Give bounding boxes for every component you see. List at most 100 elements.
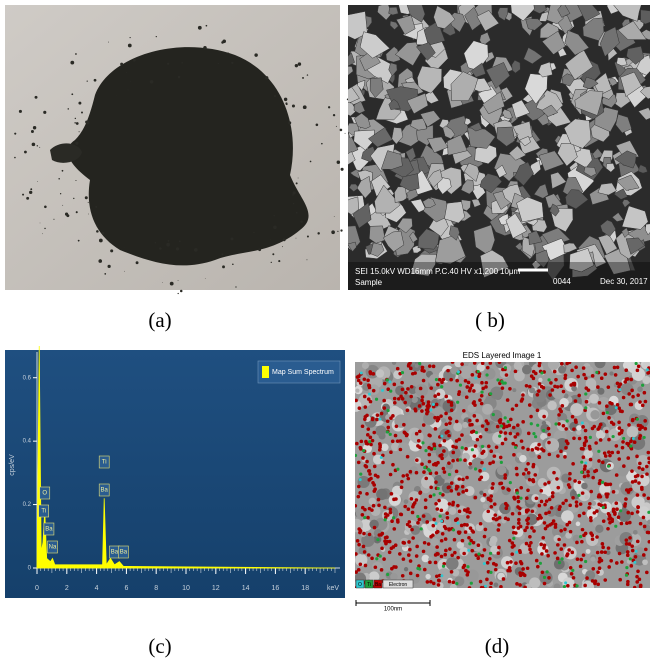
- map-dot: [360, 372, 363, 375]
- map-dot: [526, 508, 530, 512]
- map-dot: [526, 566, 530, 570]
- map-dot: [603, 451, 607, 455]
- map-pixel: [484, 368, 496, 380]
- map-dot: [547, 427, 551, 431]
- map-dot: [451, 360, 455, 364]
- speck: [307, 74, 308, 75]
- map-pixel: [590, 557, 595, 562]
- map-dot: [493, 502, 497, 506]
- map-dot: [637, 424, 641, 428]
- speck: [88, 214, 89, 215]
- map-dot: [373, 487, 377, 491]
- map-dot: [373, 526, 377, 530]
- map-dot: [542, 429, 545, 432]
- map-dot: [638, 462, 642, 466]
- map-dot: [367, 553, 371, 557]
- map-dot: [606, 411, 609, 414]
- map-dot: [642, 553, 646, 557]
- speck: [35, 96, 38, 99]
- speck: [75, 180, 76, 181]
- map-dot: [390, 567, 394, 571]
- speck: [88, 202, 89, 203]
- speck: [75, 118, 76, 119]
- map-dot: [392, 527, 396, 531]
- map-dot: [533, 473, 537, 477]
- map-dot: [453, 538, 457, 542]
- map-pixel: [514, 362, 522, 370]
- map-dot: [450, 408, 454, 412]
- map-dot: [536, 424, 539, 427]
- map-dot: [445, 422, 449, 426]
- map-pixel: [355, 389, 359, 393]
- speck: [33, 126, 36, 129]
- map-dot: [537, 389, 541, 393]
- map-pixel: [450, 584, 457, 591]
- map-dot: [455, 582, 458, 585]
- map-dot: [368, 393, 371, 396]
- map-dot: [642, 493, 646, 497]
- map-dot: [461, 490, 465, 494]
- map-dot: [465, 523, 469, 527]
- speck: [95, 206, 97, 208]
- speck: [96, 230, 99, 233]
- map-dot: [530, 374, 534, 378]
- map-dot: [528, 403, 532, 407]
- map-dot: [515, 582, 519, 586]
- map-dot: [547, 433, 551, 437]
- map-dot: [466, 565, 469, 568]
- map-pixel: [390, 573, 398, 581]
- map-dot: [615, 444, 619, 448]
- map-pixel: [506, 464, 512, 470]
- map-dot: [377, 498, 381, 502]
- map-dot: [489, 494, 493, 498]
- map-dot: [458, 530, 462, 534]
- speck: [306, 259, 307, 260]
- map-dot: [494, 563, 498, 567]
- map-dot: [471, 373, 475, 377]
- speck: [340, 229, 342, 231]
- map-dot: [468, 542, 471, 545]
- map-dot: [477, 552, 480, 555]
- map-dot: [364, 415, 368, 419]
- map-pixel: [591, 501, 596, 506]
- speck: [31, 130, 34, 133]
- map-dot: [479, 580, 483, 584]
- map-dot: [389, 416, 393, 420]
- map-dot: [570, 572, 574, 576]
- map-dot: [599, 438, 603, 442]
- map-dot: [617, 420, 621, 424]
- speck: [231, 62, 233, 64]
- map-dot: [362, 449, 365, 452]
- map-pixel: [441, 418, 446, 423]
- y-tick-label: 0.6: [23, 375, 32, 381]
- map-dot: [567, 548, 571, 552]
- map-dot: [596, 582, 600, 586]
- map-dot: [588, 502, 592, 506]
- map-dot: [456, 401, 459, 404]
- peak-label: Ba: [111, 550, 119, 556]
- map-dot: [382, 399, 386, 403]
- map-pixel: [554, 583, 561, 590]
- map-dot: [536, 447, 540, 451]
- map-dot: [536, 408, 540, 412]
- map-dot: [392, 516, 395, 519]
- speck: [328, 106, 330, 108]
- map-dot: [637, 481, 641, 485]
- map-dot: [512, 537, 515, 540]
- speck: [180, 290, 183, 293]
- map-dot: [470, 549, 474, 553]
- map-dot: [641, 467, 645, 471]
- map-dot: [558, 505, 562, 509]
- speck: [99, 239, 103, 243]
- map-dot: [604, 492, 608, 496]
- map-dot: [410, 528, 414, 532]
- speck: [68, 108, 70, 110]
- figure: SEI 15.0kV WD16mm P.C.40 HV x1,200 10μm …: [0, 0, 653, 662]
- map-dot: [504, 516, 508, 520]
- map-dot: [613, 366, 617, 370]
- map-dot: [642, 516, 646, 520]
- map-dot: [364, 564, 368, 568]
- map-dot: [446, 369, 450, 373]
- map-dot: [391, 463, 395, 467]
- map-dot: [609, 482, 613, 486]
